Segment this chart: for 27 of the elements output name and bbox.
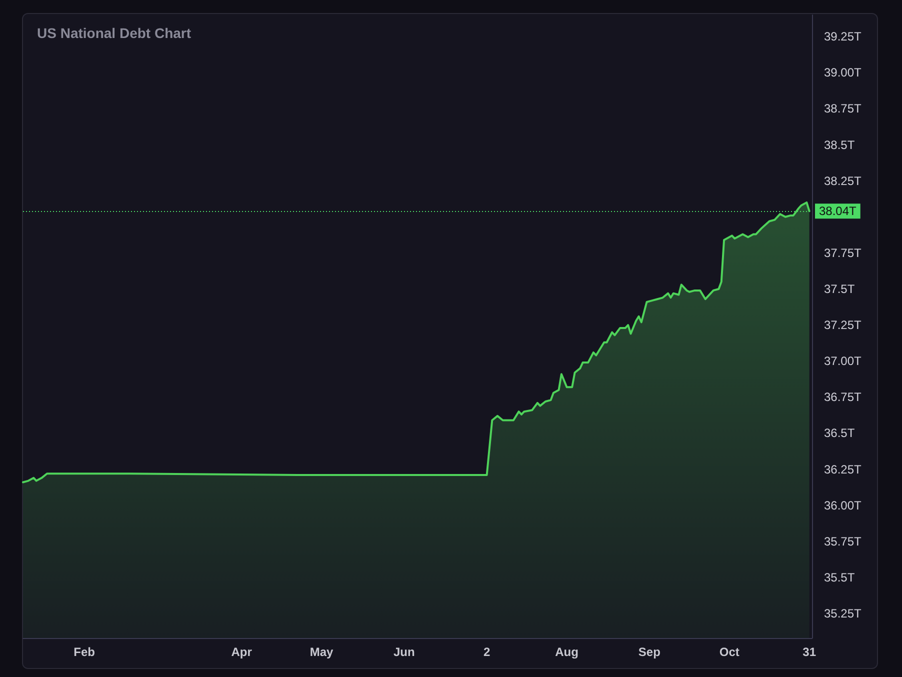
y-tick-label: 37.00T xyxy=(824,354,862,368)
y-tick-label: 39.25T xyxy=(824,30,862,44)
y-tick-label: 36.5T xyxy=(824,426,856,440)
x-tick-label: Feb xyxy=(74,645,95,659)
y-tick-label: 38.5T xyxy=(824,138,856,152)
y-tick-label: 37.25T xyxy=(824,318,862,332)
x-tick-label: 2 xyxy=(483,645,490,659)
x-tick-label: Sep xyxy=(638,645,660,659)
y-tick-label: 35.5T xyxy=(824,570,856,584)
x-tick-label: Aug xyxy=(555,645,578,659)
x-tick-label: 31 xyxy=(802,645,816,659)
y-tick-label: 36.75T xyxy=(824,390,862,404)
y-tick-label: 35.25T xyxy=(824,606,862,620)
y-tick-label: 36.00T xyxy=(824,498,862,512)
x-tick-label: Apr xyxy=(231,645,252,659)
y-tick-label: 39.00T xyxy=(824,66,862,80)
x-tick-label: Jun xyxy=(394,645,415,659)
y-tick-label: 38.75T xyxy=(824,102,862,116)
x-tick-label: Oct xyxy=(719,645,740,659)
y-tick-label: 37.5T xyxy=(824,282,856,296)
y-tick-label: 37.75T xyxy=(824,246,862,260)
y-tick-label: 35.75T xyxy=(824,534,862,548)
text: US National Debt Chart xyxy=(37,25,192,41)
y-tick-label: 36.25T xyxy=(824,462,862,476)
y-tick-label: 38.25T xyxy=(824,174,862,188)
x-tick-label: May xyxy=(310,645,334,659)
ref-line-label: 38.04T xyxy=(819,204,858,218)
